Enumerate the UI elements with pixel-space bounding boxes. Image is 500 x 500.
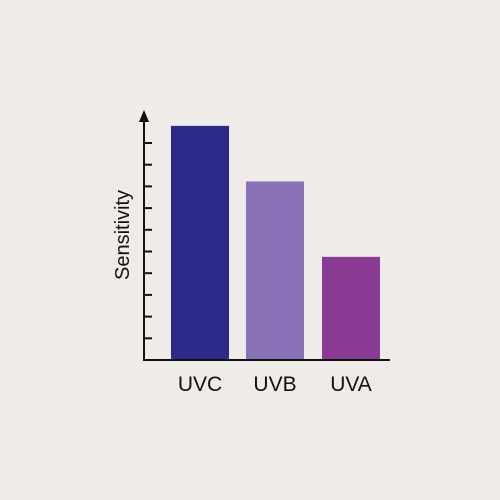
x-tick-label-uvc: UVC bbox=[178, 373, 222, 396]
x-tick-label-uvb: UVB bbox=[253, 373, 296, 396]
bar-uva bbox=[322, 256, 380, 360]
y-axis-arrow-icon bbox=[139, 110, 149, 122]
x-axis-labels: UVC UVB UVA bbox=[178, 373, 372, 396]
bar-uvb bbox=[246, 181, 304, 360]
bar-uvc bbox=[171, 125, 229, 360]
x-tick-label-uva: UVA bbox=[330, 373, 372, 396]
bars bbox=[171, 125, 380, 360]
y-axis-title: Sensitivity bbox=[112, 190, 134, 280]
y-axis-ticks bbox=[144, 142, 152, 361]
